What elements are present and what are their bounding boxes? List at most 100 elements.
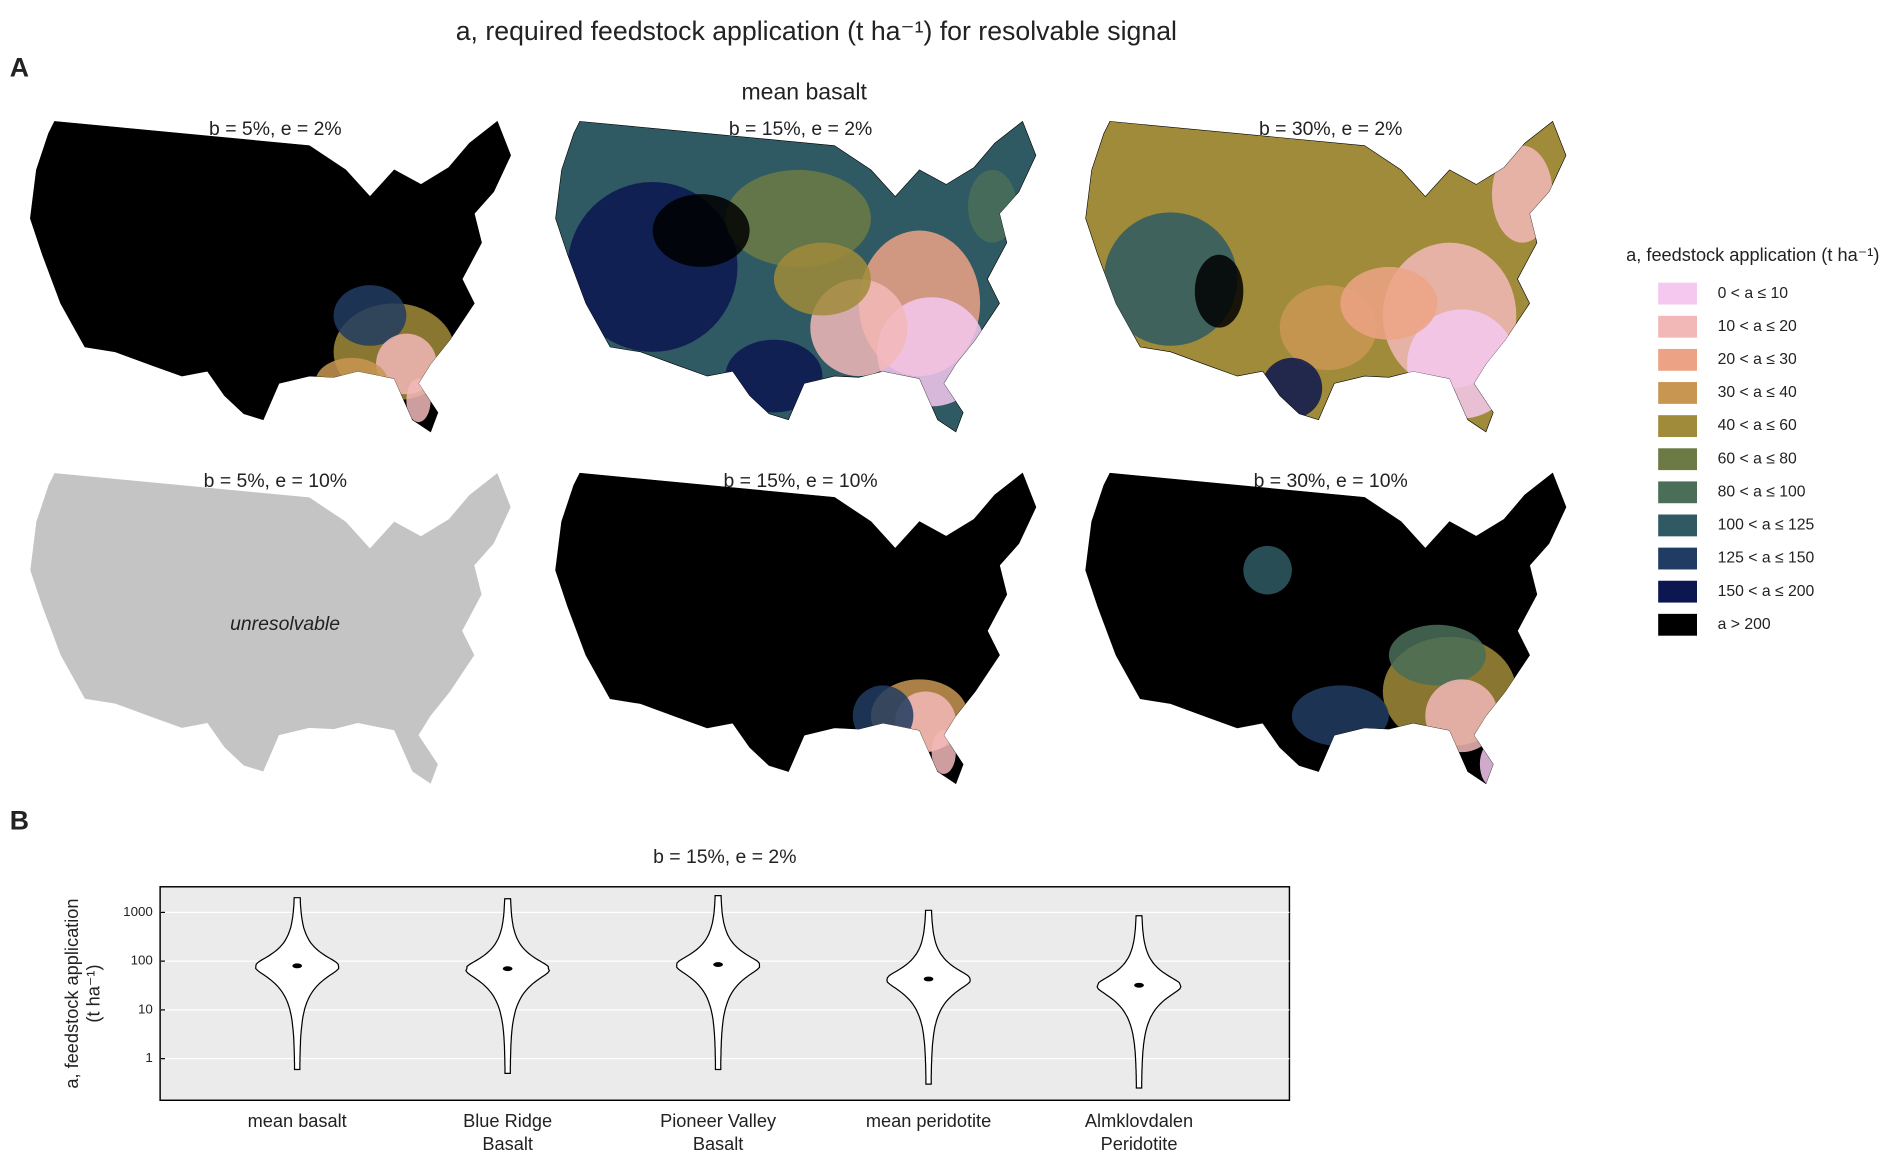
map-region <box>376 333 437 395</box>
legend-swatch <box>1658 580 1698 603</box>
legend-label: 80 < a ≤ 100 <box>1718 483 1806 500</box>
map-region <box>931 730 956 774</box>
x-tick-label: Basalt <box>693 1134 744 1154</box>
panel-label: B <box>10 806 29 836</box>
map-region <box>1194 254 1244 328</box>
map: b = 15%, e = 10% <box>554 470 1037 785</box>
map-region <box>1261 357 1323 419</box>
map-region <box>725 169 871 267</box>
map-region <box>967 169 1017 243</box>
map-region <box>333 285 407 346</box>
violin <box>465 898 551 1074</box>
legend-label: 40 < a ≤ 60 <box>1718 417 1797 434</box>
chart-title: b = 15%, e = 2% <box>653 846 796 868</box>
x-tick-label: Peridotite <box>1101 1134 1178 1154</box>
legend-swatch <box>1658 448 1698 471</box>
legend-label: 30 < a ≤ 40 <box>1718 384 1797 401</box>
map-subtitle: b = 15%, e = 10% <box>724 470 878 492</box>
median-marker <box>292 963 303 969</box>
legend-swatch <box>1658 382 1698 404</box>
median-marker <box>713 962 723 968</box>
legend-swatch <box>1658 613 1698 636</box>
map-region <box>406 378 431 423</box>
legend-label: a > 200 <box>1718 616 1771 633</box>
legend-swatch <box>1658 282 1698 305</box>
x-tick-label: mean peridotite <box>866 1111 991 1131</box>
legend-swatch <box>1658 415 1698 438</box>
map: b = 30%, e = 10% <box>1085 470 1567 785</box>
map-region <box>1340 266 1438 340</box>
y-tick-label: 1000 <box>123 904 153 919</box>
map-region <box>315 357 389 407</box>
map-region <box>1492 145 1553 243</box>
map: b = 5%, e = 10% unresolvable <box>30 470 511 784</box>
violin-chart: b = 15%, e = 2% a, feedstock application(… <box>62 846 1291 1154</box>
y-axis-label: a, feedstock application (t ha⁻¹) <box>62 898 104 1088</box>
violin <box>255 897 340 1071</box>
median-marker <box>923 976 934 982</box>
map-body <box>1085 472 1567 785</box>
us-outline <box>29 120 512 433</box>
map-subtitle: b = 15%, e = 2% <box>729 118 872 140</box>
map-region <box>725 339 823 413</box>
legend-label: 0 < a ≤ 10 <box>1718 285 1789 302</box>
map-grid: b = 5%, e = 2% b = 15%, e = 2% b = 30%, e … <box>29 118 1567 785</box>
map-region <box>773 242 871 316</box>
legend-title: a, feedstock application (t ha⁻¹) <box>1626 245 1879 265</box>
y-axis-label-line: a, feedstock application <box>62 898 82 1088</box>
map: b = 15%, e = 2% <box>554 118 1037 433</box>
map-region <box>652 194 750 267</box>
map-subtitle: b = 30%, e = 10% <box>1254 470 1408 492</box>
map: b = 30%, e = 2% <box>1085 118 1567 433</box>
map-subtitle: b = 30%, e = 2% <box>1259 118 1402 140</box>
map-note: unresolvable <box>230 613 340 635</box>
us-outline <box>554 472 1037 785</box>
violin <box>1096 915 1182 1089</box>
figure-title: a, required feedstock application (t ha⁻… <box>456 16 1177 46</box>
panel-heading: mean basalt <box>741 79 867 105</box>
x-tick-label: Almklovdalen <box>1085 1111 1193 1131</box>
map-region <box>1479 742 1505 784</box>
map-region <box>852 685 914 747</box>
map-subtitle: b = 5%, e = 2% <box>209 118 342 140</box>
y-tick-label: 1 <box>145 1050 152 1065</box>
legend-label: 125 < a ≤ 150 <box>1718 550 1815 567</box>
legend-swatch <box>1658 315 1698 338</box>
map-body <box>1085 120 1567 433</box>
map-body <box>29 120 512 433</box>
violin <box>676 895 761 1071</box>
legend-label: 60 < a ≤ 80 <box>1718 450 1797 467</box>
map-region <box>1425 679 1499 753</box>
map-body <box>554 120 1037 433</box>
legend-label: 20 < a ≤ 30 <box>1718 351 1797 368</box>
legend-label: 150 < a ≤ 200 <box>1718 583 1815 600</box>
map-region <box>1388 624 1486 686</box>
map-body <box>554 472 1037 785</box>
map-field <box>567 169 1017 413</box>
y-axis-label-line: (t ha⁻¹) <box>83 964 103 1022</box>
legend-swatch <box>1658 514 1698 537</box>
violin <box>886 909 971 1085</box>
x-tick-label: Basalt <box>482 1134 533 1154</box>
map-field <box>852 679 968 774</box>
map-subtitle: b = 5%, e = 10% <box>204 470 347 492</box>
x-tick-label: mean basalt <box>248 1111 347 1131</box>
panel-label: A <box>10 52 29 82</box>
legend-swatch <box>1658 348 1698 371</box>
y-tick-label: 100 <box>131 953 153 968</box>
map: b = 5%, e = 2% <box>29 118 512 433</box>
legend: a, feedstock application (t ha⁻¹) 0 < a ≤… <box>1626 245 1879 636</box>
x-tick-label: Pioneer Valley <box>660 1111 777 1131</box>
median-marker <box>1134 982 1144 988</box>
median-marker <box>502 966 513 972</box>
y-tick-label: 10 <box>138 1001 153 1016</box>
legend-swatch <box>1658 481 1698 504</box>
legend-label: 100 < a ≤ 125 <box>1718 517 1815 534</box>
legend-label: 10 < a ≤ 20 <box>1718 318 1797 335</box>
map-region <box>1291 685 1389 747</box>
map-region <box>1243 545 1292 595</box>
x-tick-label: Blue Ridge <box>463 1111 552 1131</box>
legend-swatch <box>1658 547 1698 570</box>
